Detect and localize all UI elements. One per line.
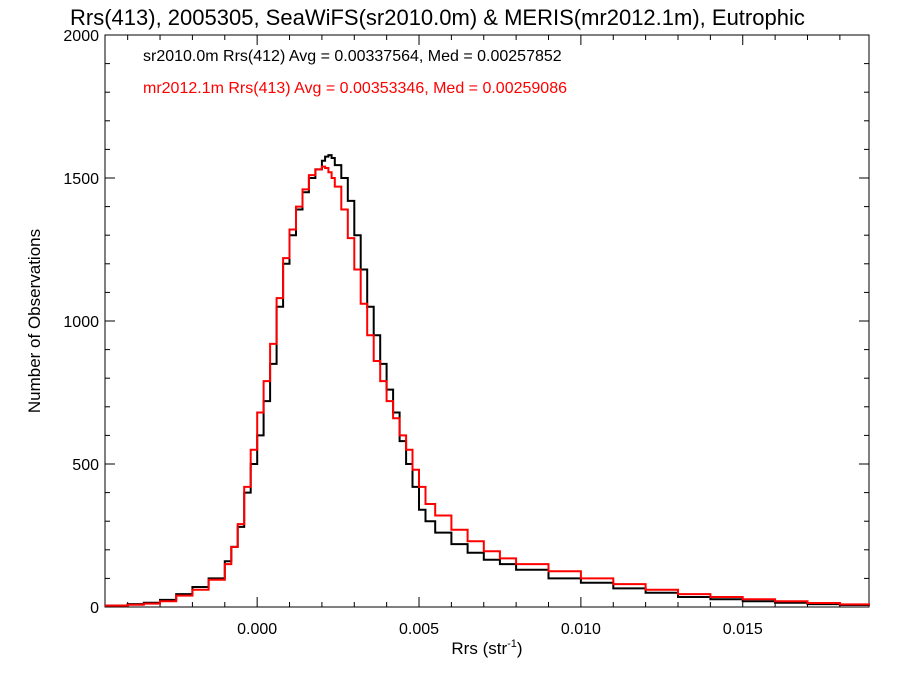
x-axis-label-main: Rrs (str (451, 639, 507, 658)
x-axis-label-end: ) (517, 639, 523, 658)
y-tick-label: 2000 (63, 28, 99, 45)
series-line-red (105, 165, 870, 607)
y-axis: 0 500 1000 1500 2000 (63, 28, 869, 617)
y-tick-label: 0 (90, 600, 99, 617)
series-lines (105, 154, 870, 607)
x-axis-label: Rrs (str-1) (451, 638, 522, 658)
x-tick-label: 0.005 (399, 621, 439, 638)
x-tick-label: 0.010 (561, 621, 601, 638)
x-axis: 0.000 0.005 0.010 0.015 (127, 35, 841, 638)
series-line-black (105, 154, 870, 607)
x-tick-label: 0.015 (723, 621, 763, 638)
x-axis-label-sup: -1 (507, 638, 517, 650)
y-tick-label: 500 (72, 457, 99, 474)
legend-entry-black: sr2010.0m Rrs(412) Avg = 0.00337564, Med… (143, 48, 562, 65)
y-axis-label: Number of Observations (25, 229, 44, 413)
chart-title: Rrs(413), 2005305, SeaWiFS(sr2010.0m) & … (70, 5, 805, 30)
y-tick-label: 1000 (63, 314, 99, 331)
y-tick-label: 1500 (63, 171, 99, 188)
legend-entry-red: mr2012.1m Rrs(413) Avg = 0.00353346, Med… (143, 80, 567, 97)
x-tick-label: 0.000 (237, 621, 277, 638)
plot-frame (104, 34, 870, 608)
